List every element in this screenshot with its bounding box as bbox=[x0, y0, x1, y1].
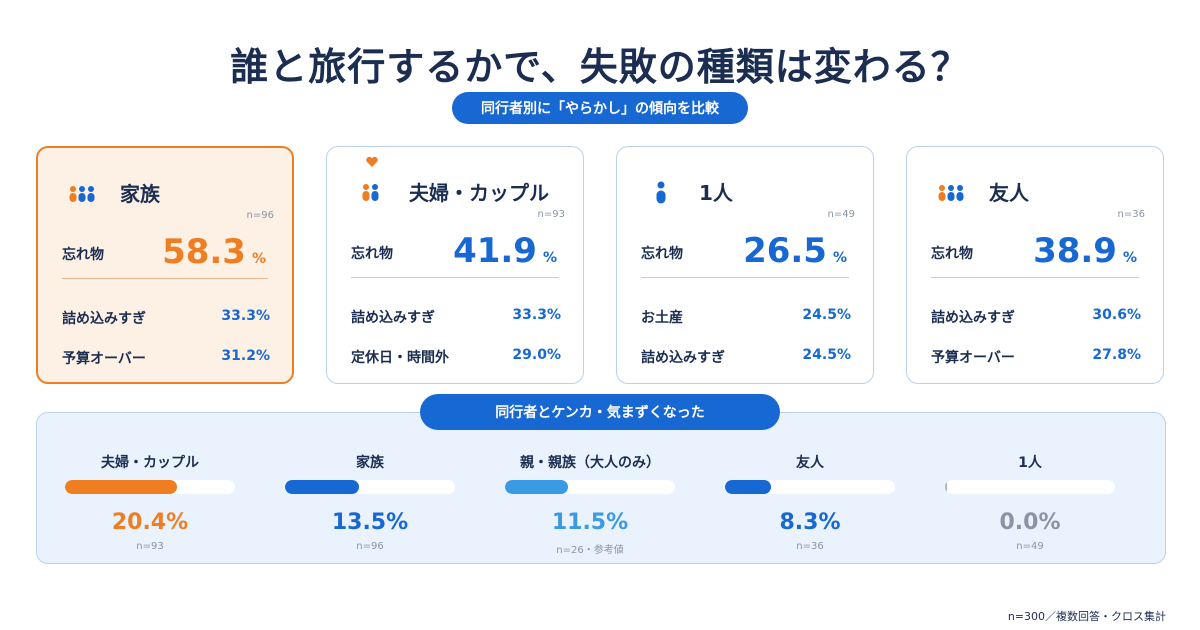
metric-value: 33.3% bbox=[221, 308, 270, 324]
main-metric-value: 41.9 % bbox=[453, 231, 557, 271]
bar-track bbox=[285, 480, 455, 494]
divider bbox=[62, 278, 268, 279]
bar-fill bbox=[65, 480, 177, 494]
metric-row: 詰め込みすぎ 24.5% bbox=[641, 347, 851, 367]
bar-value-label: 20.4% bbox=[111, 510, 189, 535]
main-metric-label: 忘れ物 bbox=[931, 246, 973, 262]
bar-track bbox=[945, 480, 1115, 494]
metric-value: 30.6% bbox=[1092, 307, 1141, 323]
card-couple: 夫婦・カップル n=93 忘れ物 41.9 % 詰め込みすぎ 33.3% 定休日… bbox=[326, 146, 584, 384]
bar-group-solo: 1人 0.0% n=49 bbox=[945, 452, 1115, 552]
bar-sample-size: n=36 bbox=[796, 541, 824, 552]
main-metric-number: 58.3 bbox=[162, 232, 246, 272]
main-metric-value: 58.3 % bbox=[162, 232, 266, 272]
footnote: n=300／複数回答・クロス集計 bbox=[1007, 610, 1166, 623]
metric-value: 31.2% bbox=[221, 348, 270, 364]
card-name: 夫婦・カップル bbox=[409, 181, 549, 205]
family-icon bbox=[69, 186, 95, 202]
card-friends: 友人 n=36 忘れ物 38.9 % 詰め込みすぎ 30.6% 予算オーバー 2… bbox=[906, 146, 1164, 384]
metric-label: 予算オーバー bbox=[62, 351, 146, 367]
bar-fill bbox=[285, 480, 360, 494]
bar-category-label: 1人 bbox=[1018, 455, 1042, 471]
main-metric-value: 26.5 % bbox=[743, 231, 847, 271]
page-title: 誰と旅行するかで、失敗の種類は変わる？ bbox=[230, 45, 970, 89]
person-icon bbox=[656, 181, 666, 204]
bar-sample-size: n=93 bbox=[136, 541, 164, 552]
metric-label: 詰め込みすぎ bbox=[351, 310, 435, 326]
main-metric-label: 忘れ物 bbox=[641, 246, 683, 262]
bar-value-label: 8.3% bbox=[779, 510, 841, 535]
bar-group-family: 家族 13.5% n=96 bbox=[285, 452, 455, 552]
card-family: 家族 n=96 忘れ物 58.3 % 詰め込みすぎ 33.3% 予算オーバー 3… bbox=[36, 146, 294, 384]
metric-label: お土産 bbox=[641, 310, 683, 326]
metric-row: 詰め込みすぎ 30.6% bbox=[931, 307, 1141, 327]
friends-icon bbox=[938, 185, 964, 201]
metric-label: 予算オーバー bbox=[931, 350, 1015, 366]
metric-row: 予算オーバー 27.8% bbox=[931, 347, 1141, 367]
bar-group-couple: 夫婦・カップル 20.4% n=93 bbox=[65, 452, 235, 552]
bar-value-label: 0.0% bbox=[999, 510, 1061, 535]
card-solo: 1人 n=49 忘れ物 26.5 % お土産 24.5% 詰め込みすぎ 24.5… bbox=[616, 146, 874, 384]
metric-label: 詰め込みすぎ bbox=[931, 310, 1015, 326]
metric-row: 詰め込みすぎ 33.3% bbox=[351, 307, 561, 327]
bar-group-friends: 友人 8.3% n=36 bbox=[725, 452, 895, 552]
conflict-title-badge: 同行者とケンカ・気まずくなった bbox=[420, 394, 780, 430]
sample-size: n=93 bbox=[537, 209, 565, 220]
metric-value: 27.8% bbox=[1092, 347, 1141, 363]
bar-track bbox=[65, 480, 235, 494]
main-metric-unit: % bbox=[832, 250, 847, 266]
bar-zero-mark bbox=[945, 481, 947, 493]
metric-value: 24.5% bbox=[802, 347, 851, 363]
bar-category-label: 夫婦・カップル bbox=[101, 455, 199, 471]
main-metric-number: 38.9 bbox=[1033, 231, 1117, 271]
heart-icon bbox=[366, 156, 378, 167]
card-name: 友人 bbox=[989, 181, 1029, 205]
main-metric-number: 41.9 bbox=[453, 231, 537, 271]
sample-size: n=36 bbox=[1117, 209, 1145, 220]
bar-category-label: 親・親族（大人のみ） bbox=[520, 455, 660, 471]
main-metric-label: 忘れ物 bbox=[351, 246, 393, 262]
bar-sample-size: n=26・参考値 bbox=[556, 545, 624, 556]
bar-fill bbox=[725, 480, 771, 494]
bar-group-relatives: 親・親族（大人のみ） 11.5% n=26・参考値 bbox=[505, 452, 675, 556]
divider bbox=[351, 277, 559, 278]
card-name: 家族 bbox=[120, 182, 160, 206]
couple-icon bbox=[362, 184, 379, 201]
main-metric-unit: % bbox=[1122, 250, 1137, 266]
metric-label: 詰め込みすぎ bbox=[62, 311, 146, 327]
metric-row: 詰め込みすぎ 33.3% bbox=[62, 308, 270, 328]
sample-size: n=96 bbox=[246, 210, 274, 221]
metric-value: 29.0% bbox=[512, 347, 561, 363]
divider bbox=[641, 277, 849, 278]
sample-size: n=49 bbox=[827, 209, 855, 220]
main-metric-value: 38.9 % bbox=[1033, 231, 1137, 271]
bar-track bbox=[725, 480, 895, 494]
main-metric-unit: % bbox=[251, 251, 266, 267]
main-metric-number: 26.5 bbox=[743, 231, 827, 271]
bar-fill bbox=[505, 480, 569, 494]
metric-value: 33.3% bbox=[512, 307, 561, 323]
subtitle-badge: 同行者別に「やらかし」の傾向を比較 bbox=[452, 92, 748, 124]
main-metric-label: 忘れ物 bbox=[62, 247, 104, 263]
main-metric-unit: % bbox=[542, 250, 557, 266]
bar-track bbox=[505, 480, 675, 494]
bar-value-label: 13.5% bbox=[331, 510, 409, 535]
metric-label: 定休日・時間外 bbox=[351, 350, 449, 366]
metric-row: お土産 24.5% bbox=[641, 307, 851, 327]
bar-sample-size: n=96 bbox=[356, 541, 384, 552]
metric-row: 定休日・時間外 29.0% bbox=[351, 347, 561, 367]
bar-category-label: 家族 bbox=[356, 455, 384, 471]
divider bbox=[931, 277, 1139, 278]
metric-label: 詰め込みすぎ bbox=[641, 350, 725, 366]
bar-sample-size: n=49 bbox=[1016, 541, 1044, 552]
metric-value: 24.5% bbox=[802, 307, 851, 323]
card-name: 1人 bbox=[699, 181, 733, 205]
metric-row: 予算オーバー 31.2% bbox=[62, 348, 270, 368]
bar-category-label: 友人 bbox=[796, 455, 824, 471]
bar-value-label: 11.5% bbox=[551, 510, 629, 535]
